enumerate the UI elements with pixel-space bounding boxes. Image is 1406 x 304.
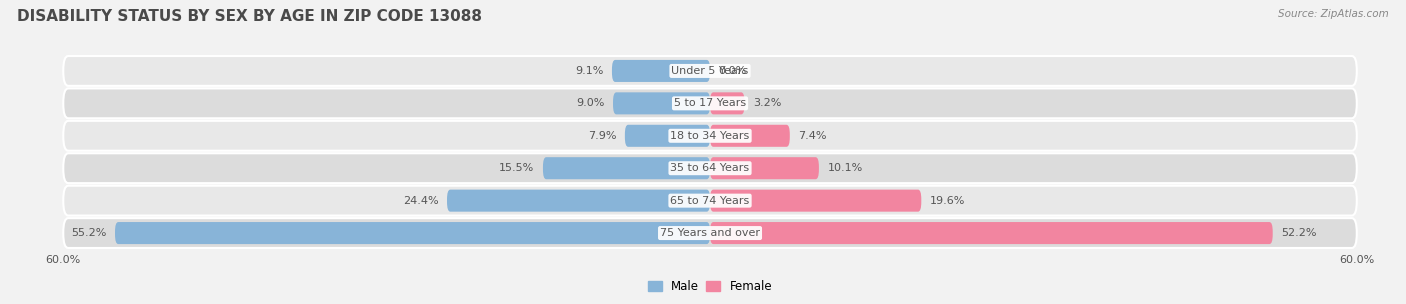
Text: 10.1%: 10.1% — [828, 163, 863, 173]
Text: 15.5%: 15.5% — [499, 163, 534, 173]
FancyBboxPatch shape — [624, 125, 710, 147]
Text: 9.1%: 9.1% — [575, 66, 603, 76]
Text: 65 to 74 Years: 65 to 74 Years — [671, 196, 749, 206]
FancyBboxPatch shape — [63, 186, 1357, 216]
FancyBboxPatch shape — [613, 92, 710, 114]
FancyBboxPatch shape — [710, 125, 790, 147]
Text: 35 to 64 Years: 35 to 64 Years — [671, 163, 749, 173]
FancyBboxPatch shape — [543, 157, 710, 179]
Text: Under 5 Years: Under 5 Years — [672, 66, 748, 76]
Text: 18 to 34 Years: 18 to 34 Years — [671, 131, 749, 141]
FancyBboxPatch shape — [63, 153, 1357, 183]
Text: 7.4%: 7.4% — [799, 131, 827, 141]
FancyBboxPatch shape — [447, 190, 710, 212]
Text: 0.0%: 0.0% — [718, 66, 747, 76]
Text: 9.0%: 9.0% — [576, 98, 605, 108]
FancyBboxPatch shape — [710, 222, 1272, 244]
FancyBboxPatch shape — [115, 222, 710, 244]
FancyBboxPatch shape — [63, 88, 1357, 118]
Legend: Male, Female: Male, Female — [643, 275, 778, 298]
FancyBboxPatch shape — [63, 56, 1357, 86]
Text: 5 to 17 Years: 5 to 17 Years — [673, 98, 747, 108]
Text: Source: ZipAtlas.com: Source: ZipAtlas.com — [1278, 9, 1389, 19]
Text: 19.6%: 19.6% — [929, 196, 966, 206]
Text: DISABILITY STATUS BY SEX BY AGE IN ZIP CODE 13088: DISABILITY STATUS BY SEX BY AGE IN ZIP C… — [17, 9, 482, 24]
Text: 24.4%: 24.4% — [402, 196, 439, 206]
FancyBboxPatch shape — [710, 157, 818, 179]
FancyBboxPatch shape — [63, 121, 1357, 151]
FancyBboxPatch shape — [612, 60, 710, 82]
FancyBboxPatch shape — [710, 92, 745, 114]
Text: 3.2%: 3.2% — [754, 98, 782, 108]
FancyBboxPatch shape — [63, 218, 1357, 248]
Text: 52.2%: 52.2% — [1281, 228, 1317, 238]
Text: 7.9%: 7.9% — [588, 131, 616, 141]
Text: 55.2%: 55.2% — [72, 228, 107, 238]
FancyBboxPatch shape — [710, 190, 921, 212]
Text: 75 Years and over: 75 Years and over — [659, 228, 761, 238]
